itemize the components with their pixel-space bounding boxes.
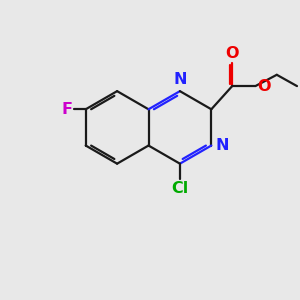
Text: N: N [173,72,187,87]
Text: F: F [61,102,72,117]
Text: Cl: Cl [171,181,188,196]
Text: O: O [226,46,239,61]
Text: O: O [257,79,270,94]
Text: N: N [215,138,229,153]
